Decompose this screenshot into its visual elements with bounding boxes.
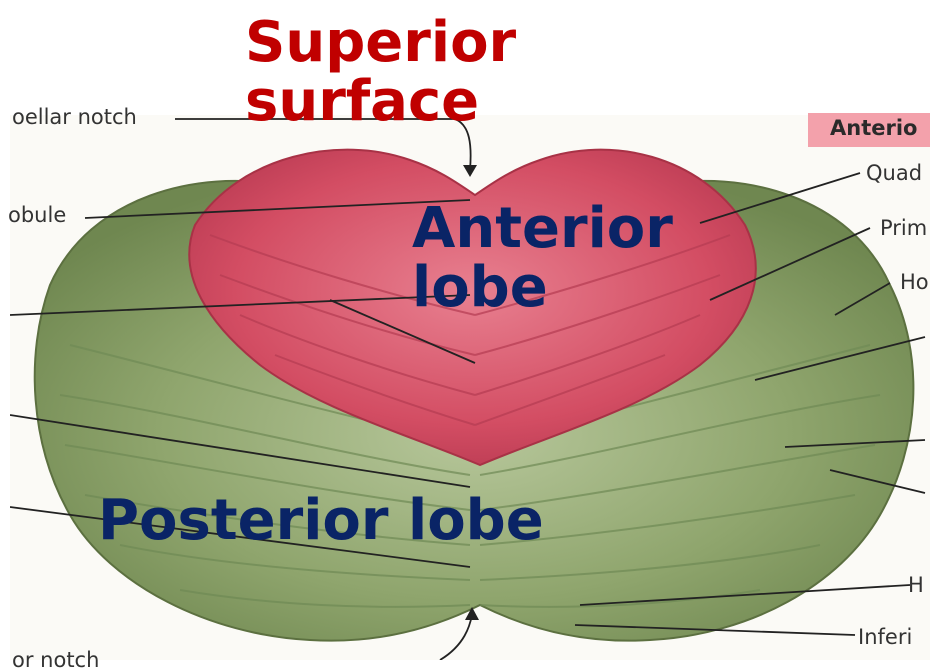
label-h: H <box>908 573 924 597</box>
legend-label: Anterio <box>830 116 918 140</box>
label-prim: Prim <box>880 216 928 240</box>
label-lobule: obule <box>8 203 67 227</box>
cerebellum-illustration <box>10 115 930 660</box>
superior-surface-title: Superior surface <box>245 10 517 134</box>
label-ho: Ho <box>900 270 929 294</box>
label-notch-top: oellar notch <box>12 105 137 129</box>
label-quad: Quad <box>866 161 923 185</box>
label-inferi: Inferi <box>858 625 913 649</box>
posterior-lobe-label: Posterior lobe <box>98 488 544 553</box>
label-leader-lines <box>10 118 926 660</box>
anterior-folia-lines <box>209 234 731 426</box>
anterior-lobe-shape <box>188 148 757 467</box>
legend-swatch <box>808 113 930 147</box>
anterior-lobe-label: Anterior lobe <box>412 196 673 320</box>
label-notch-bottom: or notch <box>12 648 100 672</box>
